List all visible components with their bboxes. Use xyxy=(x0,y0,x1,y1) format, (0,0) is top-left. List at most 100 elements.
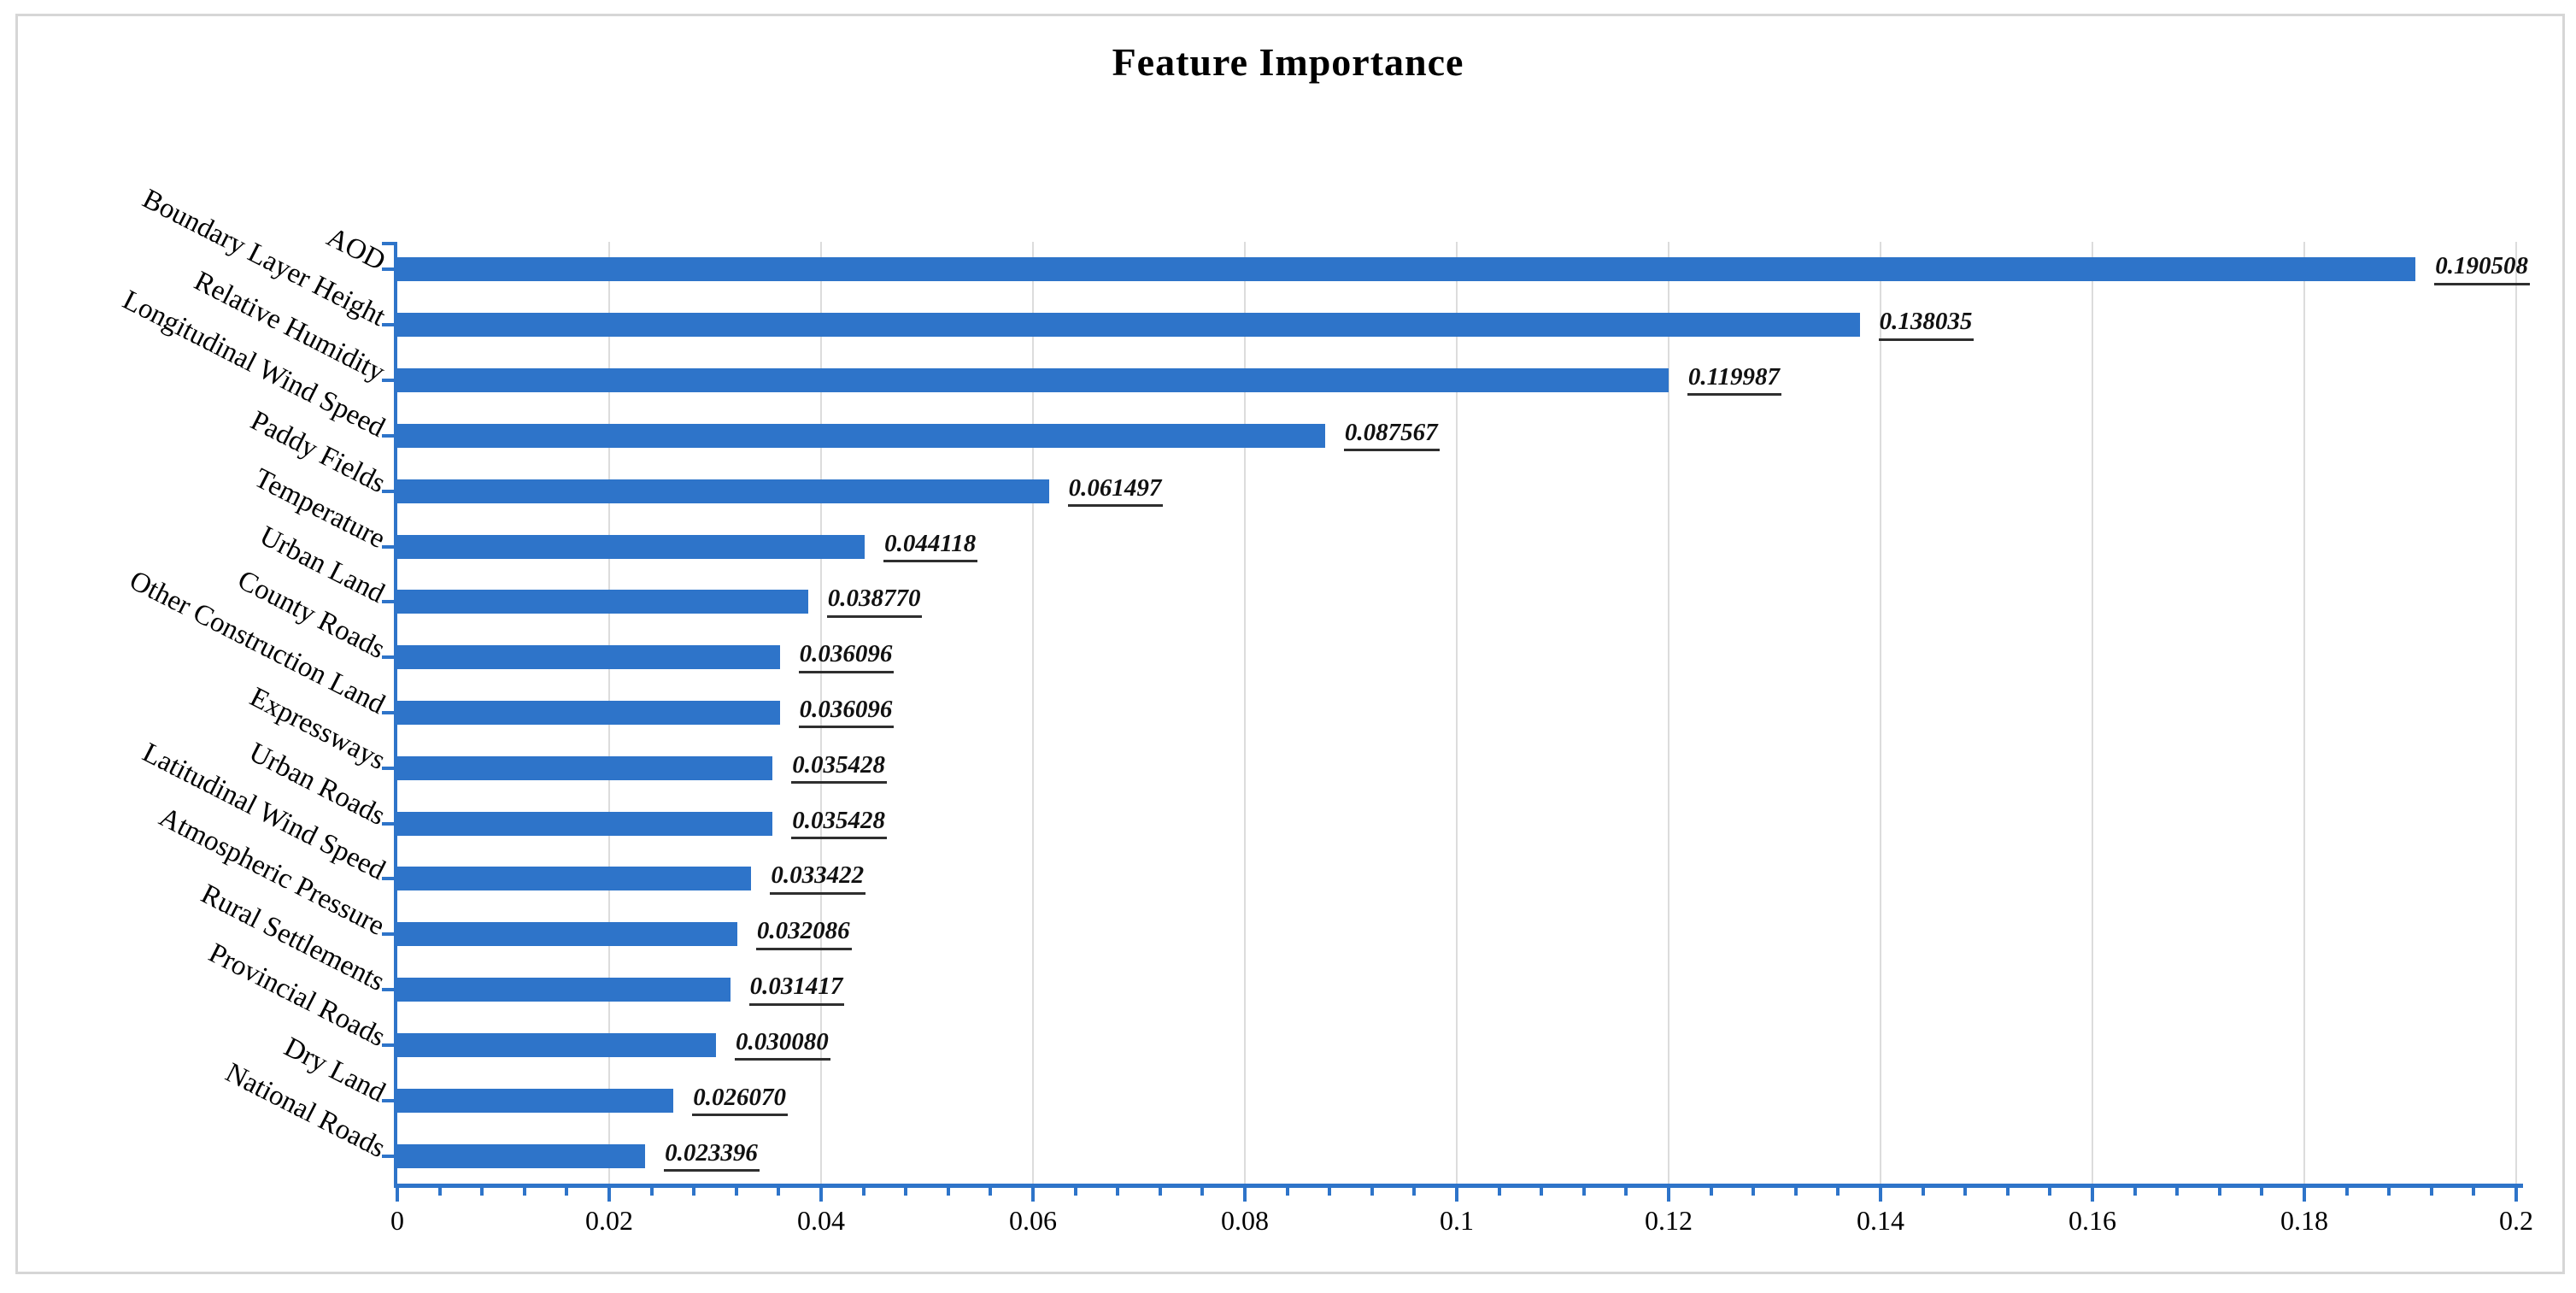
bar-value-label: 0.033422 xyxy=(770,862,866,895)
x-tick-minor xyxy=(1412,1188,1417,1196)
bar xyxy=(397,313,1860,338)
x-tick-minor xyxy=(946,1188,950,1196)
x-tick-minor xyxy=(2048,1188,2052,1196)
grid-line xyxy=(2303,242,2305,1184)
x-tick-minor xyxy=(904,1188,908,1196)
x-tick-minor xyxy=(692,1188,696,1196)
y-axis-tick xyxy=(382,766,394,770)
bar-value-label: 0.036096 xyxy=(798,641,895,673)
x-tick-label: 0.08 xyxy=(1221,1205,1269,1236)
x-tick-minor xyxy=(2344,1188,2349,1196)
x-tick-label: 0.04 xyxy=(797,1205,845,1236)
x-tick-label: 0.02 xyxy=(585,1205,633,1236)
x-tick-minor xyxy=(2175,1188,2180,1196)
x-tick-major xyxy=(1667,1188,1670,1202)
x-tick-minor xyxy=(734,1188,738,1196)
x-tick-minor xyxy=(1540,1188,1544,1196)
x-tick-major xyxy=(819,1188,823,1202)
bar-value-label: 0.138035 xyxy=(1878,309,1975,341)
y-axis-tick xyxy=(382,489,394,493)
x-tick-label: 0.14 xyxy=(1857,1205,1904,1236)
x-tick-label: 0.12 xyxy=(1645,1205,1693,1236)
x-tick-minor xyxy=(649,1188,654,1196)
bar xyxy=(397,534,866,559)
x-tick-minor xyxy=(1497,1188,1501,1196)
chart-title: Feature Importance xyxy=(1112,40,1464,84)
bar-value-label: 0.190508 xyxy=(2434,253,2531,285)
bar-value-label: 0.087567 xyxy=(1343,419,1440,452)
bar-value-label: 0.026070 xyxy=(692,1084,789,1117)
y-axis-line xyxy=(394,242,397,1184)
bar xyxy=(397,645,780,670)
x-tick-major xyxy=(607,1188,611,1202)
x-tick-minor xyxy=(2005,1188,2010,1196)
x-tick-major xyxy=(1031,1188,1035,1202)
x-tick-major xyxy=(1243,1188,1247,1202)
y-axis-tick xyxy=(382,267,394,272)
x-tick-label: 0.18 xyxy=(2280,1205,2328,1236)
bar-value-label: 0.031417 xyxy=(748,973,845,1006)
x-tick-minor xyxy=(437,1188,442,1196)
x-tick-minor xyxy=(522,1188,526,1196)
x-tick-label: 0 xyxy=(390,1205,404,1236)
y-axis-tick xyxy=(382,655,394,660)
x-tick-minor xyxy=(1581,1188,1586,1196)
x-tick-minor xyxy=(2429,1188,2433,1196)
x-tick-minor xyxy=(777,1188,781,1196)
x-tick-minor xyxy=(1200,1188,1205,1196)
bar-value-label: 0.030080 xyxy=(734,1029,830,1061)
bar-value-label: 0.044118 xyxy=(883,530,978,562)
y-axis-tick xyxy=(382,544,394,549)
bar-value-label: 0.061497 xyxy=(1067,474,1164,508)
x-tick-minor xyxy=(565,1188,569,1196)
grid-line xyxy=(1244,242,1246,1184)
bar xyxy=(397,978,731,1002)
y-axis-tick xyxy=(382,1043,394,1047)
x-tick-minor xyxy=(1624,1188,1628,1196)
grid-line xyxy=(1668,242,1669,1184)
x-tick-minor xyxy=(1073,1188,1077,1196)
y-axis-tick xyxy=(382,821,394,826)
grid-line xyxy=(2092,242,2093,1184)
bar-value-label: 0.035428 xyxy=(791,807,888,840)
x-tick-label: 0.06 xyxy=(1009,1205,1057,1236)
x-tick-major xyxy=(1879,1188,1882,1202)
bar-value-label: 0.032086 xyxy=(755,918,852,950)
x-tick-major xyxy=(2514,1188,2518,1202)
x-tick-minor xyxy=(1158,1188,1162,1196)
bar-value-label: 0.035428 xyxy=(791,751,888,785)
bar xyxy=(397,867,752,891)
x-tick-minor xyxy=(1793,1188,1798,1196)
x-tick-minor xyxy=(1709,1188,1713,1196)
x-tick-minor xyxy=(2260,1188,2264,1196)
y-axis-tick xyxy=(382,711,394,714)
y-axis-tick xyxy=(382,323,394,327)
x-tick-minor xyxy=(2217,1188,2221,1196)
x-tick-minor xyxy=(1836,1188,1840,1196)
y-axis-tick xyxy=(382,600,394,604)
x-tick-minor xyxy=(1285,1188,1289,1196)
bar-value-label: 0.036096 xyxy=(798,696,895,729)
bar xyxy=(397,257,2416,282)
grid-line xyxy=(1456,242,1458,1184)
bar xyxy=(397,1032,716,1057)
bar xyxy=(397,590,808,614)
bar xyxy=(397,479,1049,503)
x-tick-minor xyxy=(861,1188,866,1196)
x-tick-minor xyxy=(1116,1188,1120,1196)
y-axis-tick xyxy=(382,877,394,881)
bar xyxy=(397,811,773,836)
x-axis-line xyxy=(394,1184,2523,1188)
grid-line xyxy=(1880,242,1881,1184)
bar xyxy=(397,755,773,780)
x-tick-major xyxy=(396,1188,399,1202)
grid-line xyxy=(2515,242,2517,1184)
grid-line xyxy=(1032,242,1034,1184)
x-tick-label: 0.16 xyxy=(2068,1205,2116,1236)
bar xyxy=(397,1143,646,1168)
y-axis-tick xyxy=(382,379,394,383)
y-axis-tick xyxy=(382,433,394,438)
bar xyxy=(397,1088,674,1113)
x-tick-minor xyxy=(2133,1188,2137,1196)
